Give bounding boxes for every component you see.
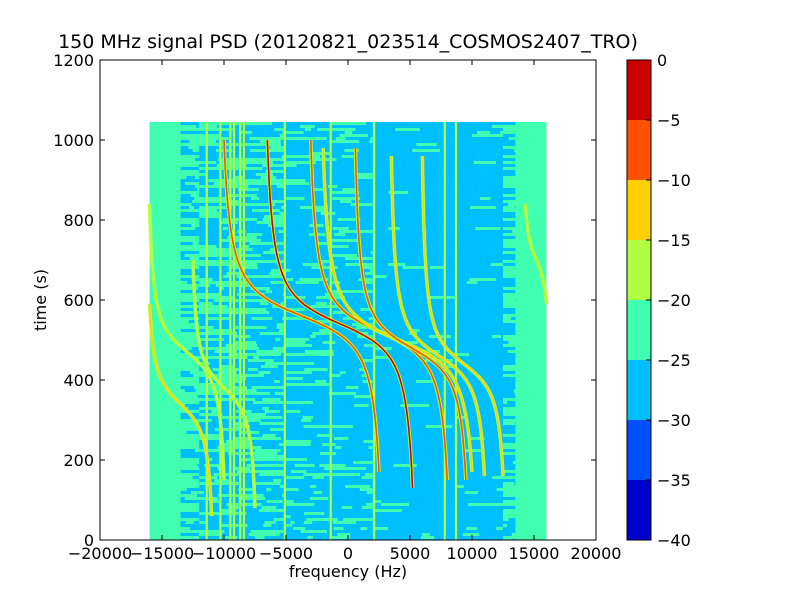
- colorbar-segment: [627, 240, 651, 300]
- doppler-trace: [354, 147, 467, 481]
- colorbar-segment: [627, 480, 651, 540]
- colorbar: 0 −5 −10 −15 −20 −25 −30 −35 −40: [626, 51, 691, 550]
- interference-line: [219, 122, 222, 540]
- x-tick-label: 20000: [571, 544, 622, 563]
- x-tick-label: −5000: [259, 544, 313, 563]
- colorbar-segment: [627, 360, 651, 420]
- interference-line: [443, 122, 446, 540]
- colorbar-tick-label: −10: [657, 171, 691, 190]
- interference-line: [232, 122, 236, 540]
- x-tick-label: 0: [343, 544, 353, 563]
- x-tick-label: −20000: [68, 544, 132, 563]
- interference-line: [229, 122, 232, 540]
- doppler-trace: [192, 259, 256, 509]
- y-tick-label: 400: [63, 371, 94, 390]
- doppler-trace: [524, 203, 548, 305]
- colorbar-tick-label: −30: [657, 411, 691, 430]
- y-tick-label: 1200: [53, 51, 94, 70]
- colorbar-segment: [627, 420, 651, 480]
- plot-area: [99, 59, 597, 541]
- x-tick-label: −15000: [130, 544, 194, 563]
- doppler-trace: [223, 139, 380, 473]
- chart-title: 150 MHz signal PSD (20120821_023514_COSM…: [58, 31, 638, 53]
- colorbar-tick-label: −20: [657, 291, 691, 310]
- x-axis: −20000−15000−10000 −5000 0 5000 10000 15000 20…: [68, 60, 622, 563]
- interference-line: [283, 122, 286, 540]
- y-tick-label: 200: [63, 451, 94, 470]
- x-tick-label: 15000: [509, 544, 560, 563]
- colorbar-tick-label: −5: [657, 111, 681, 130]
- y-tick-label: 800: [63, 211, 94, 230]
- doppler-trace: [421, 155, 504, 477]
- doppler-trace: [266, 139, 414, 489]
- x-tick-label: 10000: [447, 544, 498, 563]
- y-axis: 0 200 400 600 800 1000 1200: [53, 51, 596, 550]
- colorbar-tick-label: −40: [657, 531, 691, 550]
- y-tick-label: 1000: [53, 131, 94, 150]
- doppler-traces: [147, 139, 549, 517]
- colorbar-segment: [627, 60, 651, 120]
- y-axis-label: time (s): [31, 269, 50, 331]
- x-tick-label: −10000: [192, 544, 256, 563]
- y-tick-label: 600: [63, 291, 94, 310]
- interference-line: [242, 122, 246, 540]
- interference-line: [239, 122, 242, 540]
- interference-line: [205, 122, 208, 540]
- interference-line: [454, 122, 458, 540]
- colorbar-segment: [627, 180, 651, 240]
- doppler-trace: [310, 139, 448, 481]
- colorbar-tick-label: −25: [657, 351, 691, 370]
- y-tick-label: 0: [84, 531, 94, 550]
- doppler-trace: [322, 147, 473, 473]
- colorbar-tick-label: 0: [657, 51, 667, 70]
- colorbar-tick-label: −15: [657, 231, 691, 250]
- doppler-trace: [148, 203, 225, 481]
- colorbar-tick-label: −35: [657, 471, 691, 490]
- colorbar-segment: [627, 120, 651, 180]
- x-tick-label: 5000: [390, 544, 431, 563]
- doppler-trace: [390, 155, 486, 477]
- doppler-trace: [148, 303, 213, 517]
- colorbar-segment: [627, 300, 651, 360]
- x-axis-label: frequency (Hz): [289, 562, 407, 581]
- spectrogram-image: [147, 122, 549, 540]
